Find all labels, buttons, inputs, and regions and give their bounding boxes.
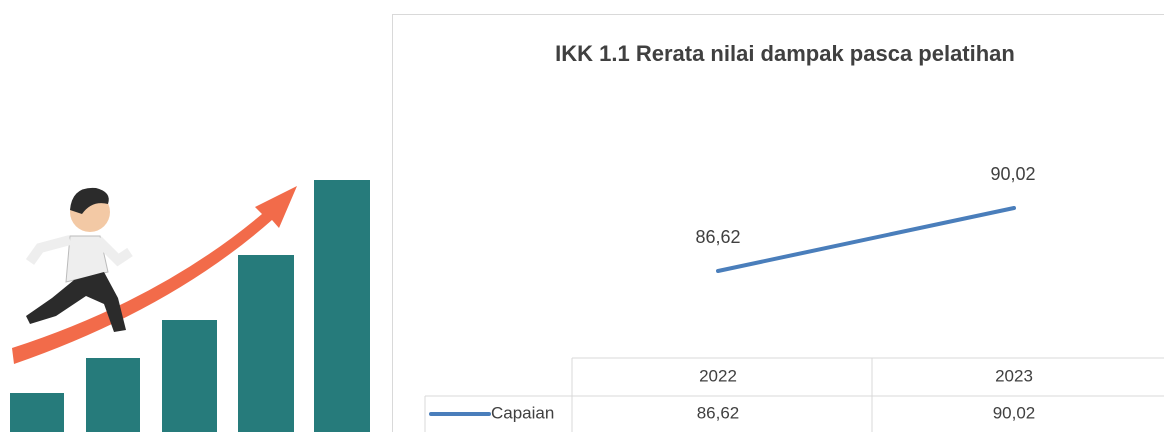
illustration (10, 180, 370, 432)
data-label: 86,62 (695, 227, 740, 247)
decor-bar (10, 393, 64, 432)
decor-bar (162, 320, 217, 432)
page: IKK 1.1 Rerata nilai dampak pasca pelati… (0, 0, 1164, 432)
table-header: 2023 (995, 366, 1033, 385)
decor-bar (238, 255, 294, 432)
chart-title: IKK 1.1 Rerata nilai dampak pasca pelati… (555, 41, 1015, 66)
data-label: 90,02 (990, 164, 1035, 184)
chart-border (393, 15, 1164, 433)
decor-bar (86, 358, 140, 432)
runner (26, 188, 130, 332)
decor-bar (314, 180, 370, 432)
table-header: 2022 (699, 366, 737, 385)
table-value: 86,62 (697, 403, 740, 422)
table-value: 90,02 (993, 403, 1036, 422)
series-line (718, 208, 1014, 271)
legend-label: Capaian (491, 403, 554, 422)
